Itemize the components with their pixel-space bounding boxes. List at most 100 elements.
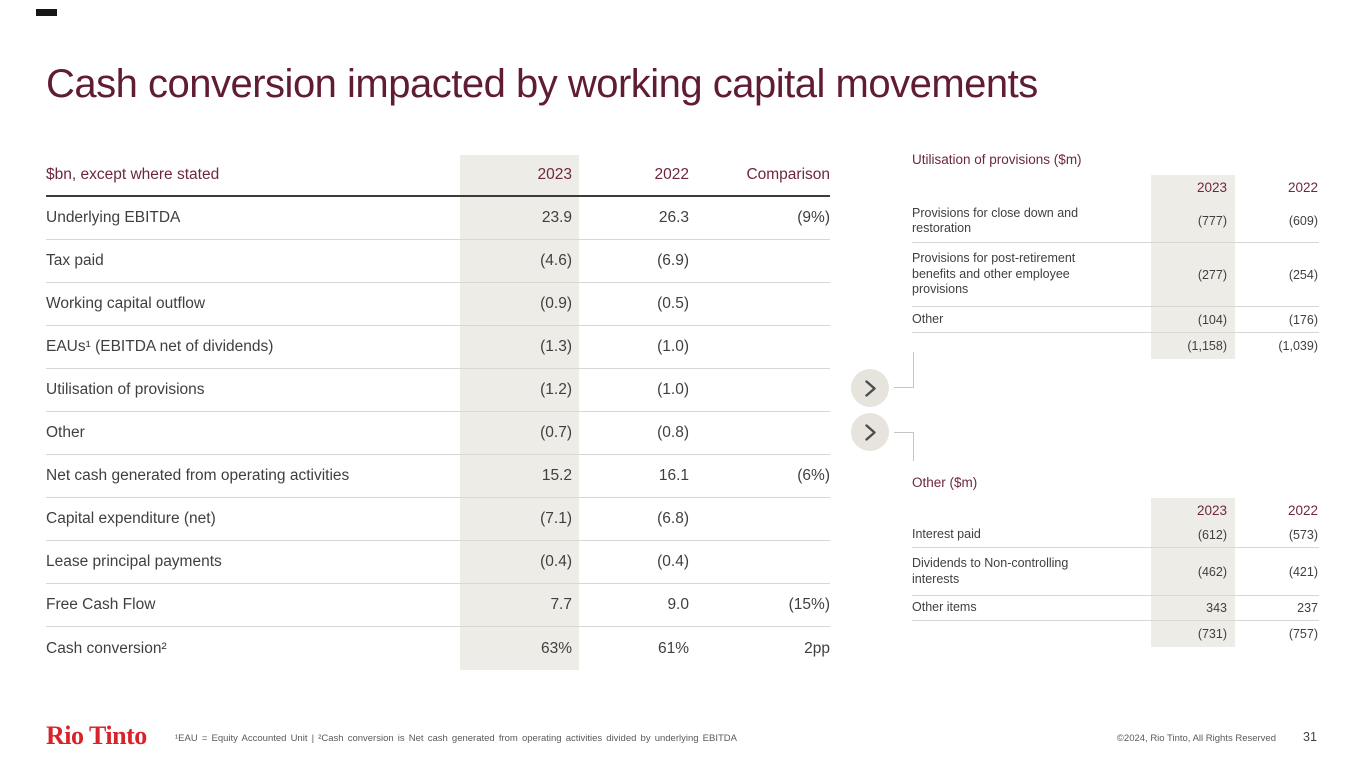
main-table-header-label: $bn, except where stated — [46, 166, 220, 183]
table-row: Underlying EBITDA 23.9 26.3 (9%) — [46, 197, 830, 240]
total-2023: (1,158) — [1151, 333, 1235, 359]
row-label: Tax paid — [46, 252, 104, 269]
value-2022: (176) — [1288, 312, 1318, 327]
header-spacer — [912, 498, 1102, 522]
value-comparison: 2pp — [804, 639, 830, 657]
main-table-header-comparison: Comparison — [746, 166, 830, 183]
row-label: Provisions for close down and restoratio… — [912, 205, 1079, 236]
value-comparison: (6%) — [797, 467, 830, 484]
value-2023: 343 — [1151, 596, 1235, 620]
footnote: ¹EAU = Equity Accounted Unit | ²Cash con… — [175, 733, 737, 744]
provisions-header-2022: 2022 — [1287, 180, 1318, 195]
main-table: $bn, except where stated 2023 2022 Compa… — [46, 155, 830, 670]
table-row: Dividends to Non-controlling interests (… — [912, 548, 1319, 596]
other-table-title: Other ($m) — [912, 475, 978, 490]
provisions-detail-button[interactable] — [851, 369, 889, 407]
value-comparison — [689, 498, 830, 540]
row-label: Net cash generated from operating activi… — [46, 467, 350, 484]
value-2022: 26.3 — [658, 209, 689, 226]
value-2022: (6.9) — [657, 252, 689, 269]
value-comparison — [689, 541, 830, 583]
rio-tinto-logo: Rio Tinto — [46, 721, 147, 750]
value-2023: (0.4) — [460, 541, 579, 583]
value-2022: (1.0) — [657, 338, 689, 355]
connector-line-provisions — [894, 352, 914, 388]
value-2022: 237 — [1297, 601, 1318, 615]
provisions-table-title: Utilisation of provisions ($m) — [912, 152, 1082, 167]
row-label: Interest paid — [912, 526, 981, 541]
row-label: Capital expenditure (net) — [46, 510, 216, 527]
value-2023: 15.2 — [460, 455, 579, 497]
table-row: Other items 343 237 — [912, 596, 1319, 621]
value-2022: (0.4) — [657, 553, 689, 570]
value-2023: (462) — [1151, 548, 1235, 595]
table-row: Cash conversion² 63% 61% 2pp — [46, 627, 830, 670]
table-row: Utilisation of provisions (1.2) (1.0) — [46, 369, 830, 412]
table-row: Tax paid (4.6) (6.9) — [46, 240, 830, 283]
main-table-header-2023: 2023 — [460, 155, 579, 195]
table-row: Lease principal payments (0.4) (0.4) — [46, 541, 830, 584]
value-2023: 7.7 — [460, 584, 579, 626]
row-label: Other items — [912, 600, 977, 615]
provisions-header-row: 2023 2022 — [912, 175, 1319, 200]
table-total-row: (1,158) (1,039) — [912, 333, 1319, 359]
value-2022: 61% — [657, 639, 689, 657]
row-label: Other — [46, 424, 85, 441]
table-total-row: (731) (757) — [912, 621, 1319, 647]
value-2023: (0.9) — [460, 283, 579, 325]
header-spacer — [912, 175, 1102, 200]
main-table-header-2022: 2022 — [654, 166, 689, 183]
value-2022: (0.8) — [657, 424, 689, 441]
row-label: Utilisation of provisions — [46, 381, 205, 398]
other-table: 2023 2022 Interest paid (612) (573) Divi… — [912, 498, 1319, 647]
table-row: EAUs¹ (EBITDA net of dividends) (1.3) (1… — [46, 326, 830, 369]
table-row: Capital expenditure (net) (7.1) (6.8) — [46, 498, 830, 541]
value-2022: 9.0 — [667, 596, 689, 613]
page-title: Cash conversion impacted by working capi… — [46, 62, 1038, 106]
total-2023: (731) — [1151, 621, 1235, 647]
value-2023: 23.9 — [460, 197, 579, 239]
table-row: Provisions for close down and restoratio… — [912, 200, 1319, 243]
table-row: Other (104) (176) — [912, 307, 1319, 333]
row-label: Cash conversion² — [46, 639, 167, 657]
value-comparison — [689, 240, 830, 282]
row-label: Lease principal payments — [46, 553, 222, 570]
row-label: Working capital outflow — [46, 295, 206, 312]
row-label — [912, 333, 1102, 359]
table-row: Other (0.7) (0.8) — [46, 412, 830, 455]
value-comparison: (9%) — [797, 209, 830, 226]
value-2023: (612) — [1151, 522, 1235, 547]
total-2022: (1,039) — [1278, 339, 1318, 353]
main-table-header-row: $bn, except where stated 2023 2022 Compa… — [46, 155, 830, 197]
chevron-right-icon — [864, 423, 876, 441]
value-2022: (0.5) — [657, 295, 689, 312]
other-detail-button[interactable] — [851, 413, 889, 451]
row-label — [912, 621, 1102, 647]
other-header-2022: 2022 — [1287, 502, 1318, 518]
row-label: Underlying EBITDA — [46, 209, 181, 226]
value-2023: (4.6) — [460, 240, 579, 282]
value-2023: (7.1) — [460, 498, 579, 540]
other-header-row: 2023 2022 — [912, 498, 1319, 522]
value-comparison: (15%) — [788, 596, 830, 613]
value-2022: (254) — [1288, 267, 1318, 282]
value-2022: (573) — [1288, 527, 1318, 542]
value-2023: (777) — [1151, 200, 1235, 242]
value-2022: 16.1 — [658, 467, 689, 484]
value-2022: (609) — [1288, 214, 1318, 228]
connector-line-other — [894, 432, 914, 461]
row-label: EAUs¹ (EBITDA net of dividends) — [46, 338, 274, 355]
table-row: Free Cash Flow 7.7 9.0 (15%) — [46, 584, 830, 627]
top-dash-marker — [36, 9, 57, 16]
value-2023: (1.3) — [460, 326, 579, 368]
value-2023: (1.2) — [460, 369, 579, 411]
table-row: Net cash generated from operating activi… — [46, 455, 830, 498]
total-2022: (757) — [1288, 627, 1318, 641]
provisions-table: 2023 2022 Provisions for close down and … — [912, 175, 1319, 359]
row-label: Other — [912, 311, 944, 326]
value-comparison — [689, 326, 830, 368]
other-header-2023: 2023 — [1151, 498, 1235, 522]
table-row: Working capital outflow (0.9) (0.5) — [46, 283, 830, 326]
value-2022: (1.0) — [657, 381, 689, 398]
